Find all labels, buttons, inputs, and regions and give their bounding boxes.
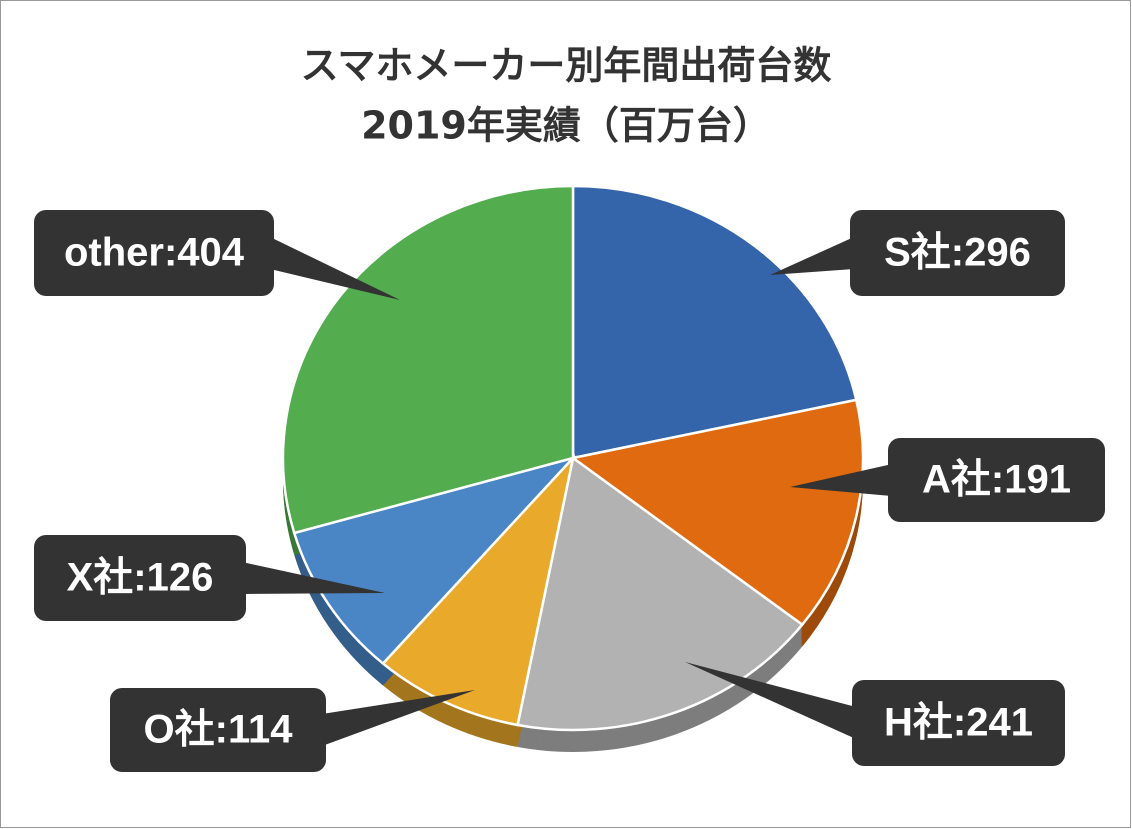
callout-pointer [270, 237, 400, 300]
pie-top [281, 184, 865, 732]
label-box [850, 210, 1065, 296]
label-box [34, 535, 246, 621]
label-box [888, 438, 1105, 522]
label-box [852, 680, 1065, 766]
callout-pointer [790, 464, 892, 496]
label-box [110, 688, 326, 772]
data-label: O社:114 [144, 708, 294, 752]
data-label: other:404 [64, 231, 245, 275]
callout-pointer [322, 690, 475, 746]
slice [281, 184, 575, 535]
chart-subtitle: 2019年実績（百万台） [361, 104, 771, 148]
data-label: S社:296 [884, 231, 1031, 275]
chart-title: スマホメーカー別年間出荷台数 [301, 44, 832, 88]
slice [292, 455, 577, 666]
data-label: H社:241 [884, 701, 1033, 745]
callout-pointer [770, 237, 854, 275]
callout-pointer [685, 662, 856, 739]
slice [381, 453, 576, 727]
label-box [34, 210, 274, 296]
data-label: A社:191 [922, 458, 1071, 502]
data-label: X社:126 [67, 556, 214, 600]
callout-pointer [242, 562, 385, 594]
slice [569, 398, 865, 627]
slice [516, 455, 805, 732]
slice [571, 184, 858, 460]
labels: S社:296 A社:191 H社:241 O社:114 X社:126 other:404 [34, 210, 1105, 772]
